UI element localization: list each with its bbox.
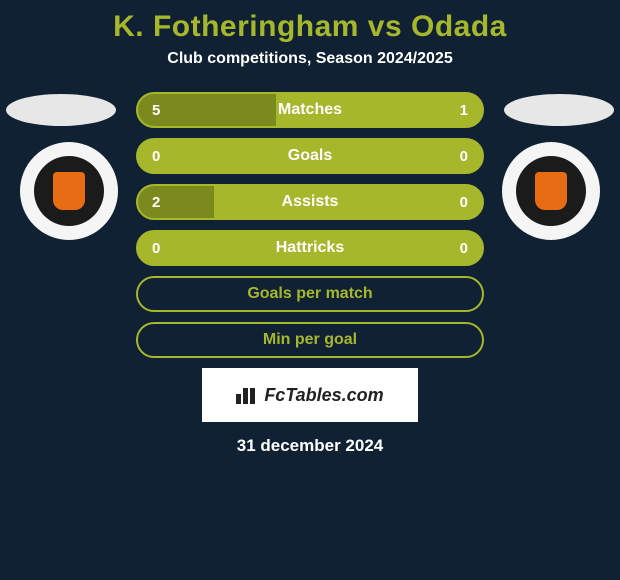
stat-bar-label: Goals: [138, 147, 482, 165]
stat-bar-label: Goals per match: [247, 285, 372, 303]
player-right-ellipse: [504, 94, 614, 126]
team-crest-right-shield: [535, 172, 567, 210]
stat-bar-label: Min per goal: [263, 331, 357, 349]
stat-bar-empty: Min per goal: [136, 322, 484, 358]
stat-bar: 51Matches: [136, 92, 484, 128]
stat-bar-label: Assists: [138, 193, 482, 211]
stat-bar: 20Assists: [136, 184, 484, 220]
team-crest-left-shield: [53, 172, 85, 210]
stat-bar: 00Goals: [136, 138, 484, 174]
team-crest-right-inner: [516, 156, 586, 226]
stat-bar-empty: Goals per match: [136, 276, 484, 312]
team-crest-left: [20, 142, 118, 240]
stat-bar: 00Hattricks: [136, 230, 484, 266]
bar-chart-icon: [236, 386, 258, 404]
source-logo-text: FcTables.com: [264, 385, 383, 406]
page-title: K. Fotheringham vs Odada: [0, 0, 620, 50]
snapshot-date: 31 december 2024: [0, 436, 620, 456]
source-logo: FcTables.com: [202, 368, 418, 422]
stat-bar-label: Matches: [138, 101, 482, 119]
player-left-ellipse: [6, 94, 116, 126]
comparison-stage: 51Matches 00Goals 20Assists 00Hattricks Goal…: [0, 92, 620, 358]
team-crest-right: [502, 142, 600, 240]
stat-bar-label: Hattricks: [138, 239, 482, 257]
page-subtitle: Club competitions, Season 2024/2025: [0, 50, 620, 92]
team-crest-left-inner: [34, 156, 104, 226]
stat-bars: 51Matches 00Goals 20Assists 00Hattricks Goal…: [136, 92, 484, 358]
